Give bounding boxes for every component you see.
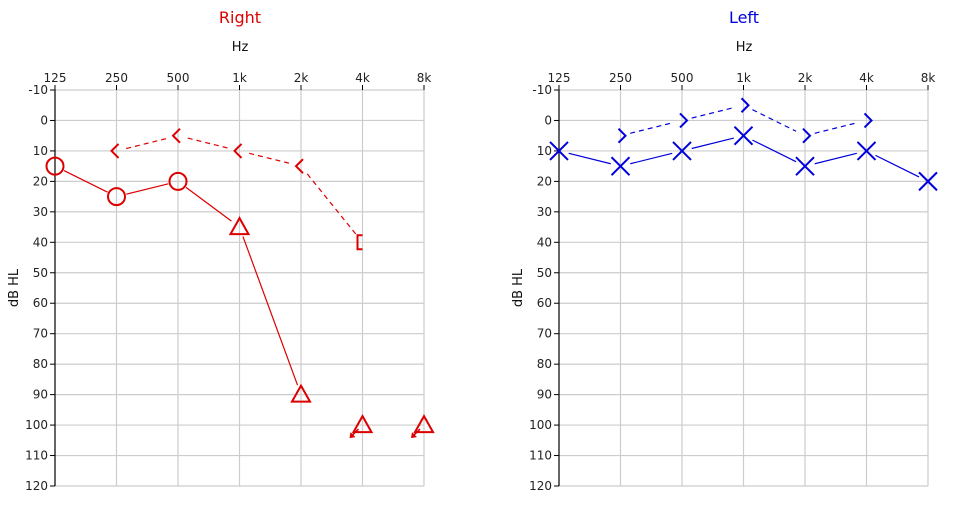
- y-tick-label: 10: [537, 144, 552, 158]
- y-tick-label: 20: [537, 174, 552, 188]
- y-tick-label: 80: [33, 357, 48, 371]
- right-chart-plot: -10 0 10 20 30 40 50 60 70 80 90 100 110 120 125 250 500…: [7, 71, 435, 493]
- y-tick-label: 10: [33, 144, 48, 158]
- circle-marker: [107, 187, 126, 207]
- y-tick-label: 100: [25, 418, 48, 432]
- y-tick-label: 30: [33, 205, 48, 219]
- triangle-marker: [413, 414, 435, 434]
- x-marker: [795, 156, 815, 176]
- x-tick-label: 125: [548, 71, 571, 85]
- x-marker: [672, 141, 692, 161]
- bc-right-marker: [679, 112, 689, 129]
- x-tick-label: 1k: [736, 71, 751, 85]
- x-tick-label: 8k: [921, 71, 936, 85]
- bc-right-marker: [802, 127, 812, 144]
- bc-left-marker: [294, 158, 304, 174]
- bc-right-marker: [863, 112, 873, 129]
- x-tick-label: 8k: [417, 71, 432, 85]
- left-chart-plot: -10 0 10 20 30 40 50 60 70 80 90 100 110 120 125 250 500…: [511, 71, 938, 493]
- x-tick-label: 4k: [859, 71, 874, 85]
- circle-marker: [168, 171, 188, 191]
- y-tick-label: 110: [529, 449, 552, 463]
- y-tick-label: 120: [25, 479, 48, 493]
- x-tick-label: 500: [671, 71, 694, 85]
- x-tick-label: 1k: [232, 71, 247, 85]
- x-tick-label: 4k: [355, 71, 370, 85]
- y-tick-label: 20: [33, 174, 48, 188]
- y-tick-label: 120: [529, 479, 552, 493]
- y-tick-label: -10: [532, 83, 552, 97]
- air-conduction-series: [45, 156, 435, 439]
- y-tick-label: 110: [25, 449, 48, 463]
- y-tick-label: 100: [529, 418, 552, 432]
- y-tick-label: 40: [33, 235, 48, 249]
- y-tick-label: 30: [537, 205, 552, 219]
- x-tick-label: 500: [167, 71, 190, 85]
- y-tick-label: 50: [537, 266, 552, 280]
- bc-left-marker: [171, 127, 181, 144]
- bc-right-marker: [617, 127, 627, 144]
- triangle-marker: [228, 216, 251, 236]
- y-tick-label: 0: [40, 113, 48, 127]
- circle-marker: [45, 156, 65, 176]
- x-marker: [549, 141, 569, 161]
- x-marker: [610, 156, 631, 176]
- y-tick-label: 90: [537, 388, 552, 402]
- y-tick-label: 50: [33, 266, 48, 280]
- x-tick-label: 250: [105, 71, 128, 85]
- right-x-axis-label: Hz: [231, 40, 249, 55]
- x-marker: [918, 171, 938, 192]
- masked-bc-marker: [356, 234, 363, 251]
- y-tick-label: 80: [537, 357, 552, 371]
- x-tick-label: 2k: [798, 71, 813, 85]
- triangle-marker: [351, 414, 374, 434]
- y-tick-label: -10: [28, 83, 48, 97]
- right-chart-title: Right: [218, 8, 262, 27]
- x-tick-label: 250: [609, 71, 632, 85]
- y-tick-label: 60: [537, 296, 552, 310]
- bone-conduction-series: [110, 127, 363, 251]
- y-axis-label: dB HL: [7, 268, 22, 307]
- left-x-axis-label: Hz: [735, 40, 753, 55]
- left-chart-title: Left: [728, 8, 760, 27]
- x-marker: [733, 125, 754, 146]
- y-axis-label: dB HL: [511, 268, 526, 307]
- bc-left-marker: [110, 143, 120, 159]
- bc-left-marker: [233, 143, 243, 159]
- triangle-marker: [290, 383, 312, 403]
- x-tick-label: 125: [44, 71, 67, 85]
- x-tick-label: 2k: [294, 71, 309, 85]
- bc-right-marker: [740, 97, 750, 113]
- y-tick-label: 70: [537, 327, 552, 341]
- y-tick-label: 90: [33, 388, 48, 402]
- bone-conduction-series: [617, 97, 873, 144]
- y-tick-label: 40: [537, 235, 552, 249]
- x-marker: [856, 141, 877, 161]
- y-tick-label: 0: [544, 113, 552, 127]
- air-conduction-series: [549, 125, 938, 192]
- y-tick-label: 60: [33, 296, 48, 310]
- y-tick-label: 70: [33, 327, 48, 341]
